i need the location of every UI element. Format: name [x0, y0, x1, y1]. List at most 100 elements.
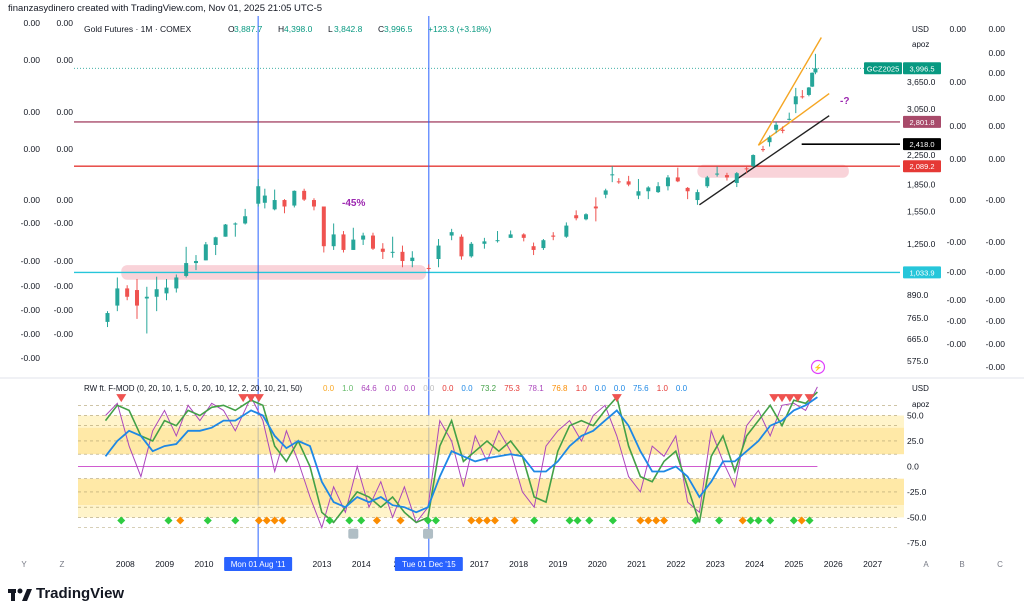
left-scale-label: -0.00: [21, 256, 41, 266]
left-scale-b-label: 0.00: [56, 18, 73, 28]
price-tick-label: 765.0: [907, 313, 929, 323]
indicator-green-marker: [424, 516, 433, 525]
time-tick-label: 2017: [470, 559, 489, 569]
right-scale-b-label: 0.00: [988, 24, 1005, 34]
indicator-orange-marker: [254, 516, 263, 525]
indicator-green-marker: [231, 516, 240, 525]
candle-body-53: [646, 187, 651, 192]
indicator-orange-marker: [176, 516, 185, 525]
candle-body-29: [390, 251, 395, 253]
left-scale-label: -0.00: [21, 305, 41, 315]
indicator-green-marker: [608, 516, 617, 525]
left-scale-label: -0.00: [21, 329, 41, 339]
indicator-tick-label: -50.0: [907, 512, 927, 522]
indicator-tick-label: 25.0: [907, 436, 924, 446]
indicator-scale-mode-label: apoz: [912, 400, 929, 409]
indicator-value: 0.0: [442, 384, 454, 393]
indicator-value: 0.0: [423, 384, 435, 393]
indicator-value: 0.0: [614, 384, 626, 393]
candle-body-5: [154, 289, 159, 297]
left-scale-label: 0.00: [23, 107, 40, 117]
left-scale-b-label: 0.00: [56, 195, 73, 205]
right-scale-a-label: -0.00: [947, 295, 967, 305]
candle-body-58: [695, 192, 700, 201]
candle-body-23: [331, 234, 336, 247]
annotation-question: -?: [840, 96, 849, 107]
indicator-value: 0.0: [404, 384, 416, 393]
indicator-value: 1.0: [342, 384, 354, 393]
price-tick-label: 1,850.0: [907, 180, 936, 190]
candle-body-72: [806, 87, 811, 95]
indicator-line-green: [104, 391, 818, 524]
indicator-top-marker: [611, 394, 622, 403]
price-tag-value: 2,089.2: [909, 162, 934, 171]
crosshair-date-label: Mon 01 Aug '11: [231, 560, 286, 569]
price-tick-label: 575.0: [907, 356, 929, 366]
axis-letter: Z: [60, 560, 65, 569]
indicator-orange-marker: [467, 516, 476, 525]
price-tick-label: 890.0: [907, 290, 929, 300]
left-scale-b-label: 0.00: [56, 55, 73, 65]
candle-body-27: [370, 235, 375, 249]
indicator-orange-marker: [475, 516, 484, 525]
candle-body-34: [449, 232, 454, 236]
crosshair-date-box: [394, 557, 463, 571]
right-scale-b-label: -0.00: [986, 295, 1006, 305]
right-scale-a-label: 0.00: [949, 154, 966, 164]
candle-body-65: [761, 149, 765, 151]
candle-body-62: [734, 173, 739, 183]
indicator-band-lower: [78, 478, 904, 506]
right-scale-b-label: -0.00: [986, 339, 1006, 349]
candle-body-24: [341, 234, 346, 250]
indicator-top-marker: [238, 394, 249, 403]
tradingview-brand[interactable]: TradingView: [8, 585, 124, 602]
indicator-orange-marker: [636, 516, 645, 525]
candle-body-47: [593, 206, 598, 209]
axis-letter: C: [997, 560, 1003, 569]
time-tick-label: 2027: [863, 559, 882, 569]
right-scale-b-label: 0.00: [988, 154, 1005, 164]
tradingview-brand-text: TradingView: [36, 585, 125, 602]
indicator-value: 73.2: [481, 384, 497, 393]
time-tick-label: 2020: [588, 559, 607, 569]
price-tick-label: 1,250.0: [907, 239, 936, 249]
candle-body-61: [724, 175, 729, 178]
time-tick-label: 2026: [824, 559, 843, 569]
candle-body-41: [531, 246, 536, 250]
candle-body-32: [426, 267, 431, 269]
time-tick-label: 2013: [313, 559, 332, 569]
left-scale-b-label: -0.00: [54, 256, 74, 266]
price-tag-value: 2,801.8: [909, 118, 934, 127]
indicator-top-marker: [792, 394, 803, 403]
indicator-green-marker: [565, 516, 574, 525]
indicator-green-marker: [691, 516, 700, 525]
candle-body-48: [603, 190, 608, 195]
candle-body-8: [184, 263, 189, 276]
indicator-value: 1.0: [657, 384, 669, 393]
candle-body-73: [810, 72, 815, 87]
symbol-tag-box: [864, 62, 902, 75]
gold-futures-chart[interactable]: -45% -? ⚡ Gold Futures · 1M · COMEX O 3,887.7…: [0, 0, 1024, 580]
right-scale-b-label: 0.00: [988, 48, 1005, 58]
candle-body-2: [125, 288, 130, 297]
candle-body-45: [574, 215, 579, 219]
candle-body-44: [564, 225, 569, 237]
indicator-green-marker: [117, 516, 126, 525]
right-scale-b-label: 0.00: [988, 121, 1005, 131]
indicator-orange-marker: [797, 516, 806, 525]
indicator-green-marker: [746, 516, 755, 525]
candle-body-11: [213, 237, 218, 245]
candle-body-49: [610, 174, 615, 176]
axis-letter: A: [923, 560, 929, 569]
candle-body-59: [705, 177, 710, 187]
left-scale-label: -0.00: [21, 353, 41, 363]
indicator-title: RW ft. F-MOD (0, 20, 10, 1, 5, 0, 20, 10…: [84, 384, 303, 393]
left-scale-b-label: -0.00: [54, 329, 74, 339]
ohlc-close-label: C: [378, 24, 384, 34]
left-scale-label: 0.00: [23, 18, 40, 28]
uptrend-line-black: [699, 115, 830, 206]
candle-body-0: [105, 313, 110, 322]
candle-body-19: [292, 190, 297, 206]
candle-body-55: [665, 177, 670, 187]
time-tick-label: 2022: [666, 559, 685, 569]
